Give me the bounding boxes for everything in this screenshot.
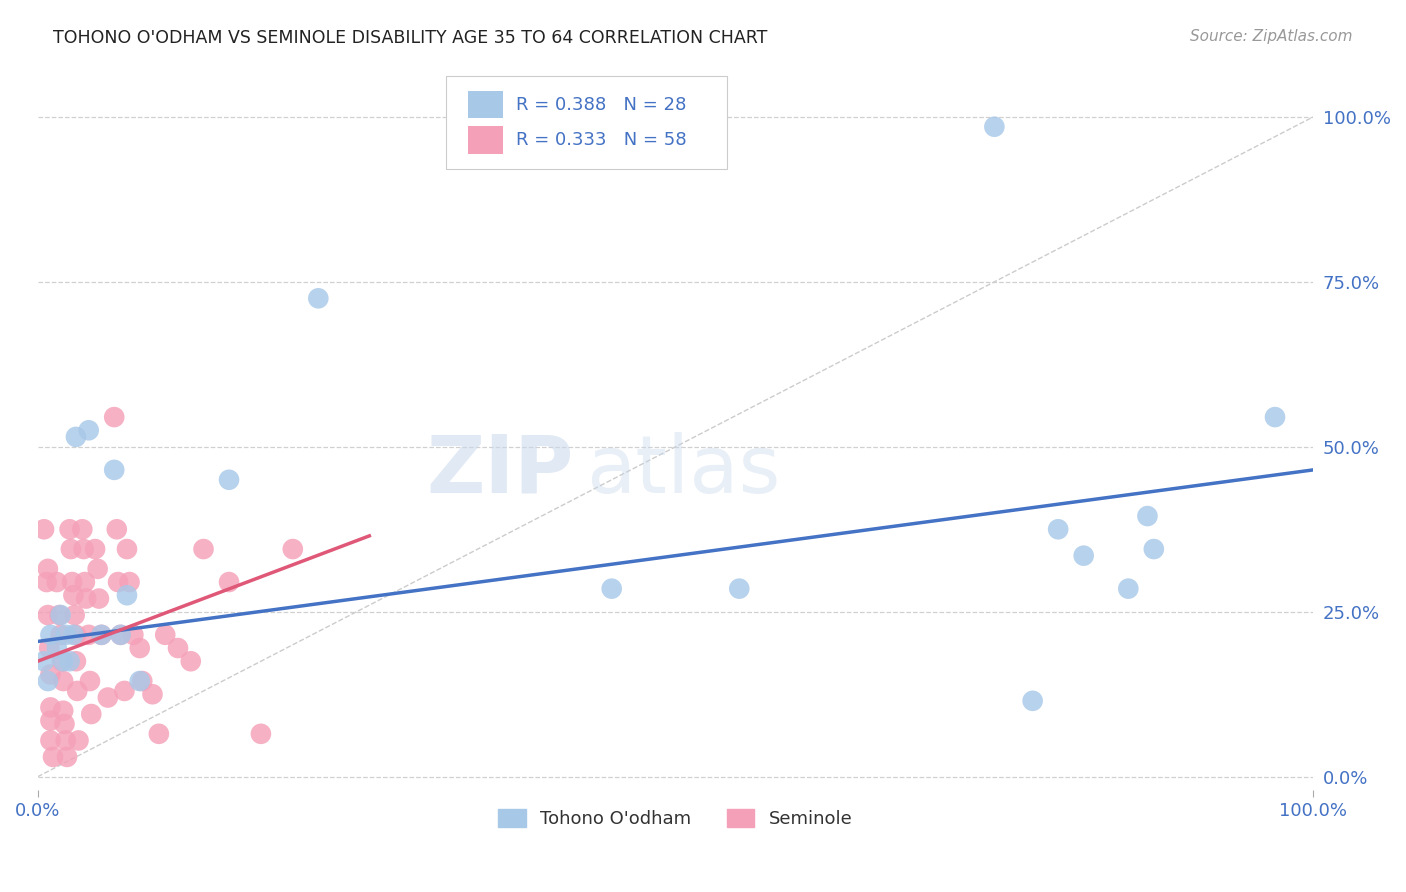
Point [128,673,150,688]
Point [62,588,84,602]
Text: ZIP: ZIP [426,432,574,509]
Point [65,430,87,444]
Point [103,463,125,477]
Text: atlas: atlas [586,432,780,509]
Point [118,575,141,590]
Point [32,654,55,668]
Point [52,704,75,718]
Point [112,684,135,698]
Point [56,750,79,764]
Point [1021,694,1043,708]
Point [218,575,240,590]
Point [58,522,80,536]
Text: R = 0.388   N = 28: R = 0.388 N = 28 [516,95,686,113]
Point [90,628,112,642]
Point [84,542,107,557]
Point [32,522,55,536]
Point [72,542,94,557]
Point [35,575,58,590]
Point [281,542,304,557]
Point [39,628,62,642]
Point [39,714,62,728]
Point [60,575,83,590]
Point [107,575,129,590]
Point [66,684,89,698]
Point [77,423,100,437]
Point [983,120,1005,134]
Point [1264,410,1286,425]
Point [1118,582,1140,596]
Point [250,727,273,741]
Point [55,733,77,747]
Point [53,717,76,731]
Point [37,608,59,623]
Point [37,562,59,576]
Point [59,542,82,557]
Point [105,522,128,536]
Point [58,654,80,668]
Point [80,706,103,721]
Point [167,641,190,656]
FancyBboxPatch shape [468,127,503,154]
Point [307,291,329,305]
Text: TOHONO O'ODHAM VS SEMINOLE DISABILITY AGE 35 TO 64 CORRELATION CHART: TOHONO O'ODHAM VS SEMINOLE DISABILITY AG… [53,29,768,46]
Point [90,628,112,642]
Point [65,654,87,668]
Point [97,690,120,705]
Point [39,733,62,747]
Point [73,575,96,590]
Point [180,654,202,668]
Point [122,628,145,642]
Point [218,473,240,487]
Point [72,522,94,536]
Point [39,700,62,714]
Point [63,608,86,623]
Point [115,542,138,557]
Point [55,628,77,642]
Point [49,608,72,623]
Point [38,641,60,656]
Text: Source: ZipAtlas.com: Source: ZipAtlas.com [1189,29,1353,44]
Point [193,542,215,557]
Point [52,654,75,668]
Point [37,673,59,688]
Point [1047,522,1070,536]
Point [131,673,153,688]
Text: R = 0.333   N = 58: R = 0.333 N = 58 [516,131,686,149]
Point [65,628,87,642]
Point [52,673,75,688]
Legend: Tohono O'odham, Seminole: Tohono O'odham, Seminole [491,802,859,835]
Point [128,641,150,656]
Point [62,628,84,642]
Point [75,591,97,606]
FancyBboxPatch shape [446,77,727,169]
Point [600,582,623,596]
Point [77,628,100,642]
Point [1136,509,1159,524]
Point [45,641,67,656]
Point [1073,549,1095,563]
Point [141,687,163,701]
Point [728,582,751,596]
Point [1143,542,1166,557]
Point [39,667,62,681]
Point [45,575,67,590]
Point [48,608,70,623]
Point [42,750,65,764]
Point [110,628,132,642]
Point [49,628,72,642]
Point [87,591,110,606]
Point [110,628,132,642]
Point [115,588,138,602]
FancyBboxPatch shape [468,91,503,119]
Point [148,727,170,741]
Point [155,628,177,642]
Point [51,654,73,668]
Point [86,562,108,576]
Point [103,410,125,425]
Point [79,673,101,688]
Point [67,733,90,747]
